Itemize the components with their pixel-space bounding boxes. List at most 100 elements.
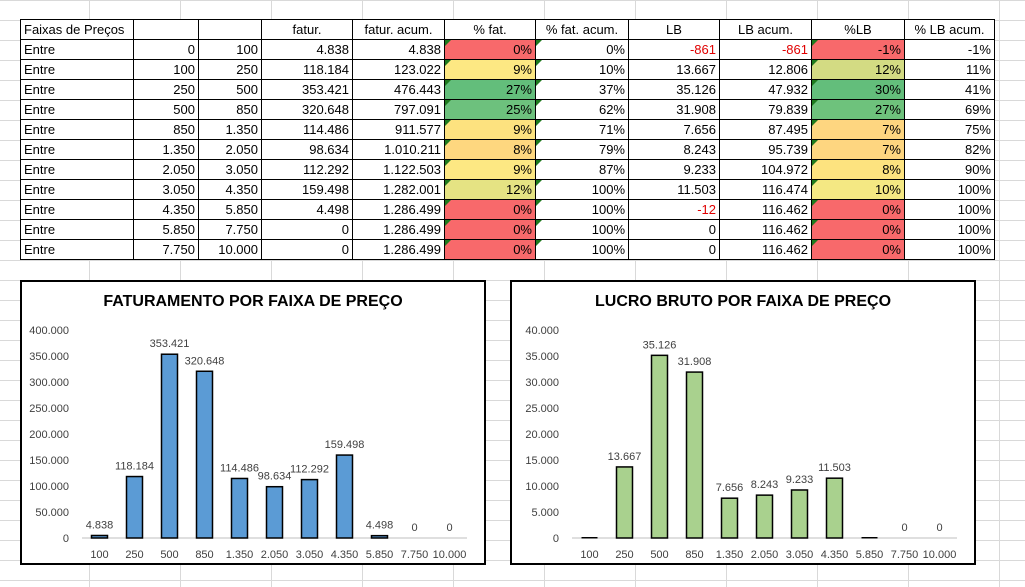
column-header[interactable]: LB	[628, 19, 720, 40]
column-header[interactable]: fatur. acum.	[352, 19, 445, 40]
table-cell[interactable]: 4.350	[198, 179, 262, 200]
table-cell[interactable]: 1.010.211	[352, 139, 445, 160]
table-cell[interactable]: Entre	[20, 159, 134, 180]
table-cell[interactable]: Entre	[20, 179, 134, 200]
table-cell[interactable]: 4.498	[261, 199, 353, 220]
column-header[interactable]: fatur.	[261, 19, 353, 40]
table-cell[interactable]: 82%	[904, 139, 995, 160]
table-cell[interactable]: Entre	[20, 239, 134, 260]
table-cell[interactable]: 0%	[811, 219, 905, 240]
table-cell[interactable]: 79%	[535, 139, 629, 160]
table-cell[interactable]: 71%	[535, 119, 629, 140]
table-cell[interactable]: 116.474	[719, 179, 812, 200]
table-cell[interactable]: 37%	[535, 79, 629, 100]
table-cell[interactable]: Entre	[20, 219, 134, 240]
table-cell[interactable]: Entre	[20, 99, 134, 120]
table-cell[interactable]: 8%	[811, 159, 905, 180]
table-cell[interactable]: Entre	[20, 119, 134, 140]
table-cell[interactable]: -1%	[904, 39, 995, 60]
table-cell[interactable]: 8.243	[628, 139, 720, 160]
table-cell[interactable]: 1.286.499	[352, 239, 445, 260]
table-cell[interactable]: 4.838	[352, 39, 445, 60]
table-cell[interactable]: 353.421	[261, 79, 353, 100]
table-cell[interactable]: 500	[198, 79, 262, 100]
table-cell[interactable]: 98.634	[261, 139, 353, 160]
table-cell[interactable]: 10.000	[198, 239, 262, 260]
bar[interactable]	[90, 534, 109, 539]
table-cell[interactable]: 7.656	[628, 119, 720, 140]
table-cell[interactable]: 4.838	[261, 39, 353, 60]
gross-profit-chart[interactable]: LUCRO BRUTO POR FAIXA DE PREÇO 0 5.000 10.…	[510, 280, 976, 565]
table-cell[interactable]: 500	[133, 99, 199, 120]
table-cell[interactable]: 13.667	[628, 59, 720, 80]
table-cell[interactable]: 9.233	[628, 159, 720, 180]
table-cell[interactable]: 47.932	[719, 79, 812, 100]
table-cell[interactable]: 0	[133, 39, 199, 60]
table-cell[interactable]: 100%	[904, 239, 995, 260]
table-cell[interactable]: 0%	[535, 39, 629, 60]
bar[interactable]	[195, 370, 214, 539]
table-cell[interactable]: 0%	[444, 199, 536, 220]
table-cell[interactable]: 27%	[811, 99, 905, 120]
table-cell[interactable]: 7.750	[198, 219, 262, 240]
table-cell[interactable]: 112.292	[261, 159, 353, 180]
table-cell[interactable]: 7.750	[133, 239, 199, 260]
bar[interactable]	[650, 354, 669, 539]
table-cell[interactable]: 476.443	[352, 79, 445, 100]
table-cell[interactable]: Entre	[20, 199, 134, 220]
bar[interactable]	[685, 371, 704, 539]
table-cell[interactable]: Entre	[20, 139, 134, 160]
table-cell[interactable]: 911.577	[352, 119, 445, 140]
table-cell[interactable]: 87%	[535, 159, 629, 180]
bar[interactable]	[581, 537, 598, 539]
bar[interactable]	[861, 537, 878, 539]
table-cell[interactable]: 0%	[811, 239, 905, 260]
bar[interactable]	[720, 497, 739, 539]
table-cell[interactable]: 95.739	[719, 139, 812, 160]
table-cell[interactable]: -861	[719, 39, 812, 60]
table-cell[interactable]: 10%	[535, 59, 629, 80]
table-cell[interactable]: 8%	[444, 139, 536, 160]
table-cell[interactable]: 11%	[904, 59, 995, 80]
table-cell[interactable]: 0%	[444, 39, 536, 60]
table-cell[interactable]: 10%	[811, 179, 905, 200]
column-header[interactable]: % fat. acum.	[535, 19, 629, 40]
table-cell[interactable]: 79.839	[719, 99, 812, 120]
bar[interactable]	[335, 454, 354, 539]
table-cell[interactable]: 116.462	[719, 219, 812, 240]
table-cell[interactable]: 3.050	[133, 179, 199, 200]
table-cell[interactable]: 2.050	[198, 139, 262, 160]
table-cell[interactable]: 250	[198, 59, 262, 80]
table-cell[interactable]: 104.972	[719, 159, 812, 180]
table-cell[interactable]: 12%	[444, 179, 536, 200]
bar[interactable]	[300, 478, 319, 539]
column-header[interactable]: Faixas de Preços	[20, 19, 134, 40]
table-cell[interactable]: 1.286.499	[352, 199, 445, 220]
table-cell[interactable]: 0%	[444, 239, 536, 260]
column-header[interactable]	[198, 19, 262, 40]
table-cell[interactable]: 1.286.499	[352, 219, 445, 240]
table-cell[interactable]: 100%	[535, 199, 629, 220]
table-cell[interactable]: Entre	[20, 59, 134, 80]
table-cell[interactable]: 100	[198, 39, 262, 60]
table-cell[interactable]: 27%	[444, 79, 536, 100]
table-cell[interactable]: 41%	[904, 79, 995, 100]
table-cell[interactable]: 320.648	[261, 99, 353, 120]
bar[interactable]	[160, 353, 179, 539]
table-cell[interactable]: 9%	[444, 59, 536, 80]
bar[interactable]	[825, 477, 844, 539]
table-cell[interactable]: 90%	[904, 159, 995, 180]
table-cell[interactable]: 1.122.503	[352, 159, 445, 180]
table-cell[interactable]: 1.350	[198, 119, 262, 140]
table-cell[interactable]: 75%	[904, 119, 995, 140]
table-cell[interactable]: 116.462	[719, 199, 812, 220]
table-cell[interactable]: 0%	[444, 219, 536, 240]
table-cell[interactable]: 100%	[904, 219, 995, 240]
table-cell[interactable]: 25%	[444, 99, 536, 120]
table-cell[interactable]: 87.495	[719, 119, 812, 140]
table-cell[interactable]: -12	[628, 199, 720, 220]
table-cell[interactable]: 1.282.001	[352, 179, 445, 200]
table-cell[interactable]: 850	[198, 99, 262, 120]
table-cell[interactable]: 118.184	[261, 59, 353, 80]
table-cell[interactable]: 0	[628, 239, 720, 260]
